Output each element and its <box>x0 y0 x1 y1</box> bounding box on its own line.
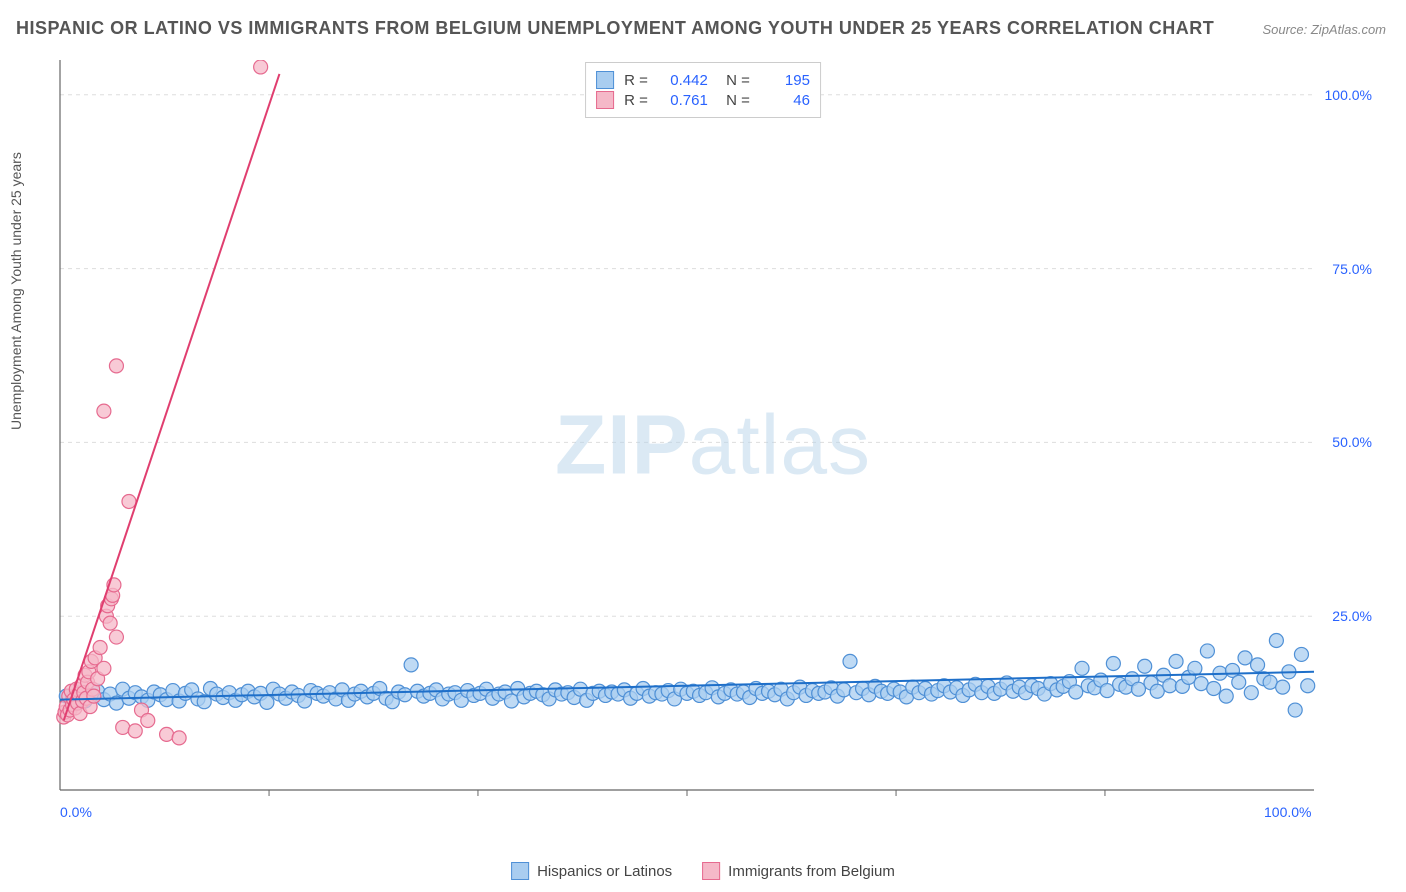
chart-title: HISPANIC OR LATINO VS IMMIGRANTS FROM BE… <box>16 18 1214 39</box>
y-tick-label: 50.0% <box>1332 434 1372 450</box>
stats-row-series-1: R = 0.761 N = 46 <box>596 91 810 109</box>
series-1-swatch <box>596 91 614 109</box>
series-0-n: 195 <box>760 72 810 89</box>
legend-item-0: Hispanics or Latinos <box>511 862 672 880</box>
series-0-r: 0.442 <box>658 72 708 89</box>
legend-swatch-0 <box>511 862 529 880</box>
bottom-legend: Hispanics or Latinos Immigrants from Bel… <box>511 862 895 880</box>
legend-swatch-1 <box>702 862 720 880</box>
series-1-r: 0.761 <box>658 92 708 109</box>
scatter-plot-svg <box>52 60 1374 830</box>
y-tick-label: 75.0% <box>1332 261 1372 277</box>
x-tick-label: 0.0% <box>60 804 92 820</box>
legend-label-0: Hispanics or Latinos <box>537 863 672 880</box>
series-1-n: 46 <box>760 92 810 109</box>
source-attribution: Source: ZipAtlas.com <box>1262 22 1386 37</box>
x-tick-label: 100.0% <box>1264 804 1311 820</box>
legend-item-1: Immigrants from Belgium <box>702 862 895 880</box>
stats-legend-box: R = 0.442 N = 195 R = 0.761 N = 46 <box>585 62 821 118</box>
plot-area: ZIPatlas 25.0%50.0%75.0%100.0%0.0%100.0% <box>52 60 1374 830</box>
stats-row-series-0: R = 0.442 N = 195 <box>596 71 810 89</box>
y-axis-label: Unemployment Among Youth under 25 years <box>8 152 24 430</box>
series-0-swatch <box>596 71 614 89</box>
legend-label-1: Immigrants from Belgium <box>728 863 895 880</box>
y-tick-label: 25.0% <box>1332 608 1372 624</box>
y-tick-label: 100.0% <box>1325 87 1372 103</box>
